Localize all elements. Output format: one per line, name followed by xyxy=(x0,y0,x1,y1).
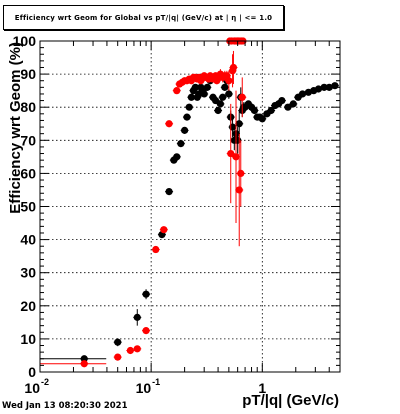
data-point-global xyxy=(133,313,141,321)
data-point-red xyxy=(229,63,238,72)
data-point-red xyxy=(160,226,168,234)
timestamp: Wed Jan 13 08:20:30 2021 xyxy=(2,401,128,411)
data-point-global xyxy=(216,100,225,108)
y-tick-label: 70 xyxy=(20,132,36,148)
data-point-global xyxy=(258,115,266,123)
data-point-red xyxy=(114,353,122,361)
y-tick-label: 40 xyxy=(20,232,36,248)
data-point-red xyxy=(225,77,233,85)
data-point-global xyxy=(183,113,191,121)
data-point-global xyxy=(200,90,208,98)
data-point-global xyxy=(80,355,88,363)
data-point-global xyxy=(165,188,173,196)
data-point-red xyxy=(237,169,245,177)
data-point-global xyxy=(235,120,243,128)
x-axis-title: pT/|q| (GeV/c) xyxy=(242,392,339,409)
y-tick-label: 80 xyxy=(20,99,36,115)
y-tick-label: 60 xyxy=(20,165,36,181)
data-point-global xyxy=(228,123,237,131)
y-tick-label: 90 xyxy=(20,66,36,82)
y-tick-label: 30 xyxy=(20,265,36,281)
data-point-global xyxy=(267,106,275,115)
data-point-red xyxy=(235,186,243,194)
data-point-global xyxy=(177,140,185,148)
y-tick-label: 0 xyxy=(28,364,36,380)
x-tick-label: 10 xyxy=(24,380,40,396)
data-point-global xyxy=(191,83,199,91)
data-point-red xyxy=(227,149,235,158)
y-tick-label: 50 xyxy=(20,199,36,215)
data-point-global xyxy=(181,126,189,134)
data-point-global xyxy=(320,83,328,91)
data-point-global xyxy=(331,82,339,90)
data-point-global xyxy=(234,136,242,144)
data-point-global xyxy=(289,100,297,108)
data-point-global xyxy=(114,338,122,346)
data-point-global xyxy=(221,83,229,91)
data-point-global xyxy=(142,290,150,298)
y-axis-title: Efficiency wrt Geom (%) xyxy=(7,42,24,214)
data-point-global xyxy=(278,96,286,105)
data-point-global xyxy=(250,106,259,115)
data-point-global xyxy=(284,103,292,111)
data-point-red xyxy=(165,120,173,128)
data-point-global xyxy=(214,106,222,115)
data-point-red xyxy=(80,360,88,368)
x-tick-label-exponent: -1 xyxy=(152,377,160,387)
y-tick-label: 100 xyxy=(13,33,37,49)
x-tick-label-exponent: -2 xyxy=(41,377,49,387)
data-point-red xyxy=(133,345,141,353)
y-tick-label: 10 xyxy=(20,331,36,347)
data-point-global xyxy=(173,153,181,161)
data-point-red xyxy=(126,346,134,355)
data-point-red xyxy=(232,153,240,161)
data-point-global xyxy=(298,90,307,98)
data-point-global xyxy=(219,93,227,101)
data-layer xyxy=(40,37,339,368)
x-tick-label: 10 xyxy=(136,380,152,396)
data-point-red xyxy=(142,327,150,335)
y-tick-label: 20 xyxy=(20,298,36,314)
chart-title: Efficiency wrt Geom for Global vs pT/|q|… xyxy=(14,13,273,22)
data-point-red xyxy=(238,93,246,101)
data-point-red xyxy=(152,245,160,254)
chart-title-box: Efficiency wrt Geom for Global vs pT/|q|… xyxy=(3,5,284,30)
data-point-global xyxy=(185,103,193,111)
data-point-global xyxy=(187,93,195,101)
data-point-global xyxy=(225,90,233,98)
data-point-red xyxy=(173,87,181,95)
grid-layer xyxy=(40,41,340,372)
x-tick-label: 1 xyxy=(258,380,266,396)
data-point-global xyxy=(203,83,211,91)
